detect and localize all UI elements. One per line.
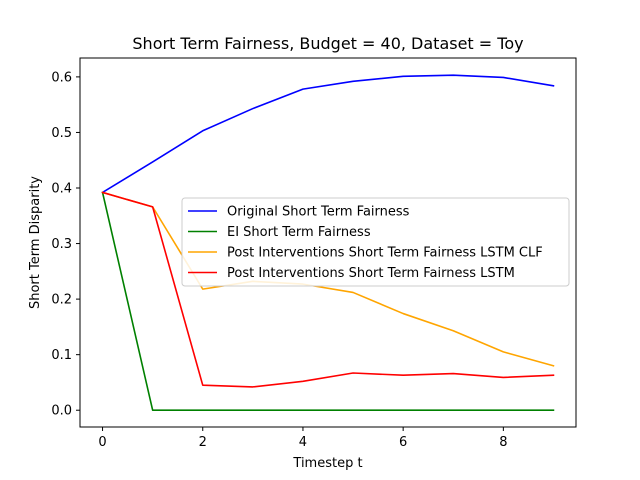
x-axis-label: Timestep t [292, 456, 362, 471]
x-tick-label: 4 [299, 435, 307, 450]
y-tick-label: 0.2 [51, 293, 72, 308]
series-line-1 [101, 74, 555, 194]
y-tick-label: 0.5 [51, 126, 72, 141]
series-line-3 [101, 191, 555, 367]
legend-entry: EI Short Term Fairness [227, 225, 371, 240]
y-tick-label: 0.1 [51, 348, 72, 363]
x-tick-label: 8 [499, 435, 507, 450]
chart-title: Short Term Fairness, Budget = 40, Datase… [132, 34, 523, 53]
legend-entry: Original Short Term Fairness [227, 205, 410, 220]
x-tick-label: 6 [399, 435, 407, 450]
plot-frame [79, 57, 577, 428]
y-axis: 0.0 0.1 0.2 0.3 0.4 0.5 0.6 [51, 70, 80, 419]
y-axis-label: Short Term Disparity [28, 176, 43, 309]
y-tick-label: 0.4 [51, 182, 72, 197]
x-tick-label: 0 [98, 435, 106, 450]
legend-box [181, 197, 570, 287]
x-tick-label: 2 [199, 435, 207, 450]
legend-entry: Post Interventions Short Term Fairness L… [227, 246, 543, 261]
plot-area [101, 74, 555, 412]
series-line-4 [101, 191, 555, 388]
x-axis: 0 2 4 6 8 [98, 427, 507, 450]
legend: Original Short Term Fairness EI Short Ter… [181, 197, 570, 287]
legend-entry: Post Interventions Short Term Fairness L… [227, 266, 515, 281]
y-tick-label: 0.6 [51, 70, 72, 85]
series-line-2 [101, 191, 555, 412]
y-tick-label: 0.3 [51, 237, 72, 252]
y-tick-label: 0.0 [51, 404, 72, 419]
